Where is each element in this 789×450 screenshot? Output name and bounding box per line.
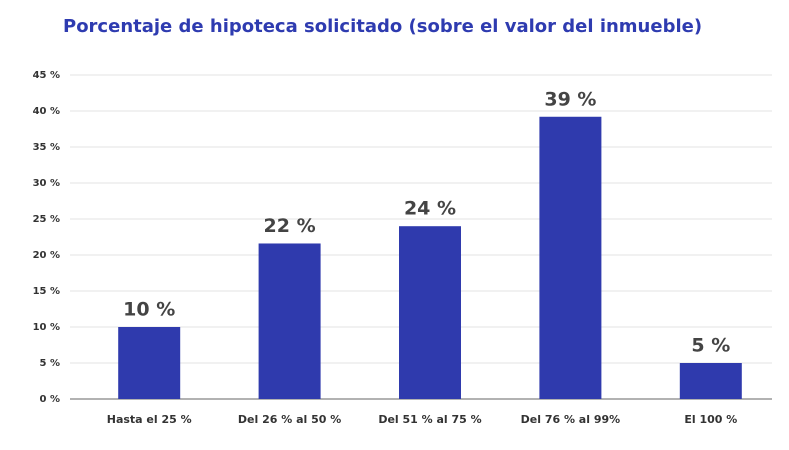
bar — [679, 363, 742, 399]
y-tick-label: 25 % — [33, 214, 60, 225]
bar — [399, 226, 461, 399]
value-label: 10 % — [123, 299, 175, 321]
value-label: 22 % — [264, 215, 316, 237]
y-tick-label: 30 % — [33, 178, 60, 189]
x-tick-label: Hasta el 25 % — [107, 413, 192, 426]
y-tick-label: 40 % — [33, 106, 60, 117]
y-tick-label: 20 % — [33, 250, 60, 261]
y-tick-label: 10 % — [33, 322, 60, 333]
value-label: 5 % — [691, 335, 730, 357]
y-tick-label: 5 % — [40, 358, 60, 369]
y-tick-label: 35 % — [33, 142, 60, 153]
x-tick-label: El 100 % — [684, 413, 737, 426]
chart-title: Porcentaje de hipoteca solicitado (sobre… — [63, 16, 702, 37]
bar — [539, 116, 602, 399]
x-tick-label: Del 51 % al 75 % — [378, 413, 481, 426]
x-tick-label: Del 26 % al 50 % — [238, 413, 341, 426]
bar — [118, 327, 181, 399]
y-tick-label: 45 % — [33, 70, 60, 81]
x-tick-label: Del 76 % al 99% — [521, 413, 621, 426]
bar — [258, 243, 321, 399]
y-tick-label: 0 % — [40, 394, 60, 405]
value-label: 24 % — [404, 198, 456, 220]
value-label: 39 % — [544, 88, 596, 110]
y-tick-label: 15 % — [33, 286, 60, 297]
